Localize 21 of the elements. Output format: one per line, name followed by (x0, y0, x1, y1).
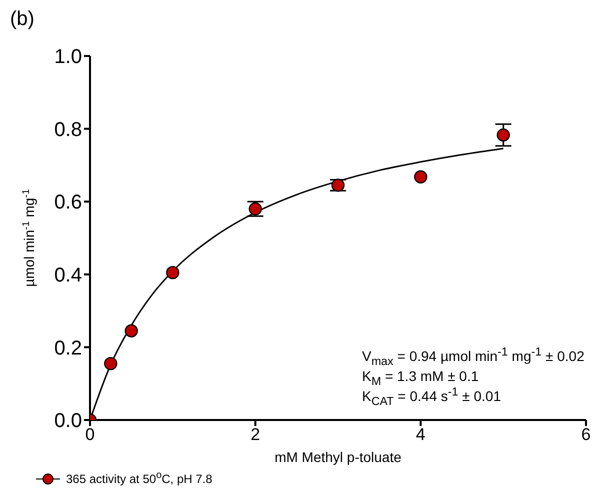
y-tick-label: 0.8 (54, 118, 82, 141)
point (496, 128, 510, 142)
y-tick-label: 0.0 (54, 410, 82, 432)
y-tick-label: 0.4 (54, 264, 82, 286)
point (166, 266, 180, 280)
x-tick-label: 4 (416, 425, 426, 444)
point (104, 356, 118, 370)
y-tick-label: 0.2 (54, 337, 82, 360)
point (124, 324, 138, 338)
x-tick-label: 2 (250, 425, 260, 444)
y-tick-label: 0.6 (54, 192, 82, 214)
annotation: V$_{max}$ = 0.94 µmol min$^{-1}$ mg$^{-1}$ ± 0.02 (362, 345, 584, 368)
x-axis-title: mM Methyl p-toluate (274, 449, 402, 465)
chart-title: (b) (10, 8, 34, 31)
x-tick-label: 0 (85, 425, 95, 444)
annotation: K$_{M}$ = 1.3 mM ± 0.1 (362, 367, 480, 388)
point (414, 170, 428, 184)
annotation: K$_{CAT}$ = 0.44 s$^{-1}$ ± 0.01 (362, 385, 502, 408)
x-tick-label: 6 (581, 425, 591, 444)
legend-label: 365 activity at 50$^{o}$C, pH 7.8 (66, 470, 212, 486)
y-tick-label: 1.0 (54, 46, 82, 68)
